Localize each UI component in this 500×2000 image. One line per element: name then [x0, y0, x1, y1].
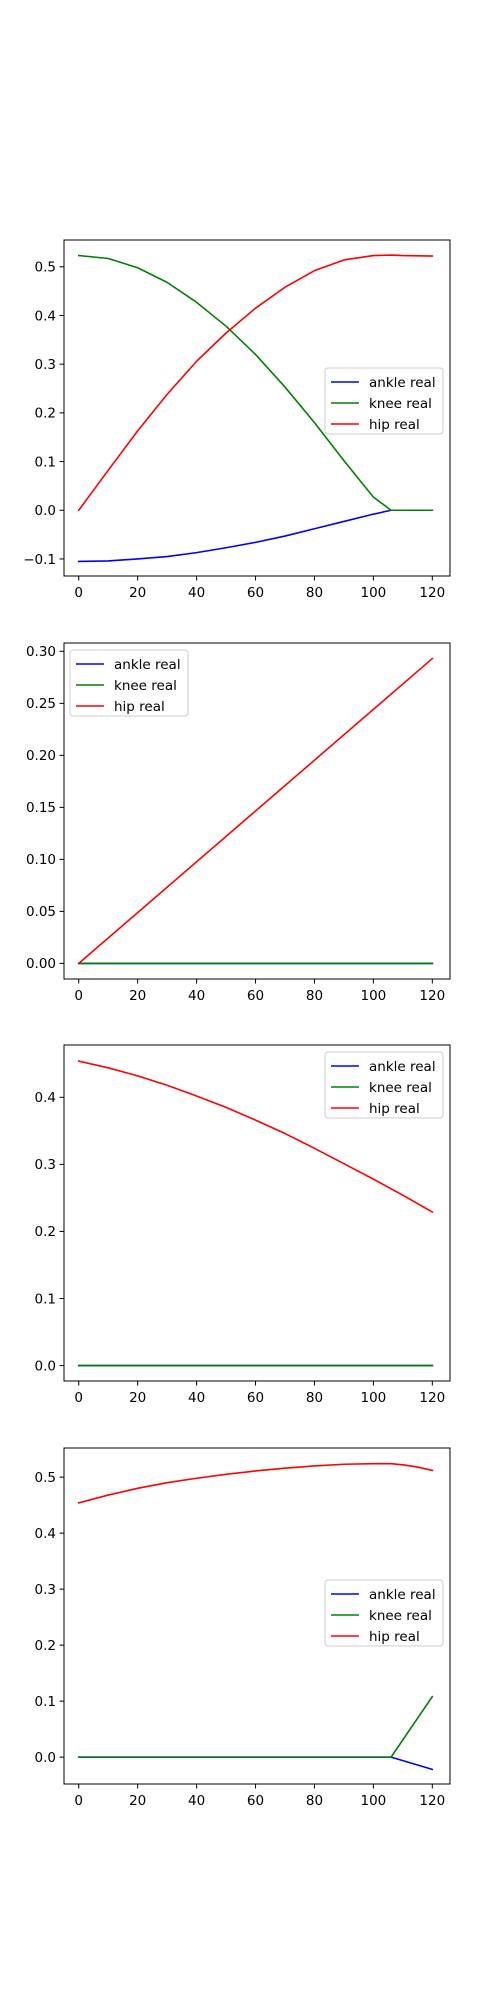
x-tick-label: 120: [419, 585, 445, 601]
x-tick-label: 20: [129, 1793, 146, 1809]
legend: ankle real knee real hip real: [324, 1579, 444, 1647]
y-tick-label: 0.00: [26, 956, 56, 972]
x-tick-label: 0: [74, 1390, 83, 1406]
x-tick-label: 80: [306, 585, 323, 601]
x-tick-label: 100: [360, 585, 386, 601]
y-tick-label: 0.30: [26, 644, 56, 660]
y-tick-label: 0.4: [35, 308, 56, 324]
legend: ankle real knee real hip real: [324, 367, 444, 435]
series-line-knee-real: [77, 1695, 434, 1758]
legend-label-ankle-real: ankle real: [369, 1059, 436, 1075]
y-tick-label: −0.1: [23, 552, 56, 568]
axes-frame: [63, 239, 451, 577]
axes-frame: [63, 642, 451, 980]
x-tick-label: 80: [306, 1793, 323, 1809]
y-tick-label: 0.15: [26, 800, 56, 816]
x-tick-label: 80: [306, 1390, 323, 1406]
x-tick-label: 0: [74, 988, 83, 1004]
axes-frame: [63, 1447, 451, 1785]
legend-box: [324, 367, 444, 435]
x-tick-label: 120: [419, 1390, 445, 1406]
x-tick-label: 100: [360, 1390, 386, 1406]
x-tick-label: 0: [74, 1793, 83, 1809]
y-tick-label: 0.0: [35, 503, 56, 519]
legend-label-ankle-real: ankle real: [114, 657, 181, 673]
x-tick-label: 100: [360, 988, 386, 1004]
series-line-ankle-real: [77, 509, 434, 563]
y-tick-label: 0.2: [35, 1638, 56, 1654]
x-tick-label: 100: [360, 1793, 386, 1809]
legend-label-knee-real: knee real: [369, 396, 432, 412]
legend-label-ankle-real: ankle real: [369, 1587, 436, 1603]
legend-label-knee-real: knee real: [114, 678, 177, 694]
legend-box: [69, 649, 189, 717]
x-tick-label: 120: [419, 988, 445, 1004]
x-tick-label: 60: [247, 585, 264, 601]
legend-label-hip-real: hip real: [114, 699, 165, 715]
y-tick-label: 0.1: [35, 1694, 56, 1710]
y-tick-label: 0.25: [26, 696, 56, 712]
x-tick-label: 20: [129, 1390, 146, 1406]
y-tick-label: 0.3: [35, 357, 56, 373]
x-tick-label: 40: [188, 1793, 205, 1809]
y-tick-label: 0.4: [35, 1526, 56, 1542]
y-tick-label: 0.05: [26, 904, 56, 920]
x-tick-label: 60: [247, 1793, 264, 1809]
x-tick-label: 60: [247, 1390, 264, 1406]
series-line-hip-real: [77, 254, 434, 512]
y-tick-label: 0.5: [35, 1470, 56, 1486]
x-tick-label: 60: [247, 988, 264, 1004]
x-tick-label: 80: [306, 988, 323, 1004]
y-tick-label: 0.20: [26, 748, 56, 764]
y-tick-label: 0.0: [35, 1358, 56, 1374]
legend-label-ankle-real: ankle real: [369, 375, 436, 391]
legend-label-hip-real: hip real: [369, 1101, 420, 1117]
y-tick-label: 0.2: [35, 1224, 56, 1240]
legend-label-knee-real: knee real: [369, 1080, 432, 1096]
legend-box: [324, 1579, 444, 1647]
legend-label-hip-real: hip real: [369, 417, 420, 433]
x-tick-label: 40: [188, 585, 205, 601]
legend: ankle real knee real hip real: [69, 649, 189, 717]
series-line-hip-real: [77, 1462, 434, 1504]
series-line-hip-real: [77, 657, 434, 965]
x-tick-label: 0: [74, 585, 83, 601]
chart-panel-3: 0 20 40 60 80 100 120 0.0 0.1 0.2 0.3 0.4 ankle real…: [35, 1044, 451, 1406]
y-tick-label: 0.1: [35, 1291, 56, 1307]
y-tick-label: 0.1: [35, 454, 56, 470]
x-tick-label: 20: [129, 988, 146, 1004]
x-tick-label: 40: [188, 1390, 205, 1406]
y-tick-label: 0.3: [35, 1582, 56, 1598]
chart-panel-4: 0 20 40 60 80 100 120 0.0 0.1 0.2 0.3 0.4 0.5 ankle r…: [35, 1447, 451, 1809]
y-tick-label: 0.5: [35, 260, 56, 276]
series-line-hip-real: [77, 1060, 434, 1214]
series-line-knee-real: [77, 254, 434, 512]
x-tick-label: 120: [419, 1793, 445, 1809]
axes-frame: [63, 1044, 451, 1382]
y-tick-label: 0.10: [26, 852, 56, 868]
chart-panel-2: 0 20 40 60 80 100 120 0.00 0.05 0.10 0.15 0.20 0.25 0…: [26, 642, 451, 1004]
y-tick-label: 0.4: [35, 1090, 56, 1106]
legend-label-knee-real: knee real: [369, 1608, 432, 1624]
legend-label-hip-real: hip real: [369, 1629, 420, 1645]
chart-panel-1: 0 20 40 60 80 100 120 −0.1 0.0 0.1 0.2 0.3 0.4 0.5 ank…: [23, 239, 451, 601]
x-tick-label: 20: [129, 585, 146, 601]
y-tick-label: 0.2: [35, 406, 56, 422]
y-tick-label: 0.0: [35, 1750, 56, 1766]
x-tick-label: 40: [188, 988, 205, 1004]
legend-box: [324, 1051, 444, 1119]
legend: ankle real knee real hip real: [324, 1051, 444, 1119]
y-tick-label: 0.3: [35, 1157, 56, 1173]
